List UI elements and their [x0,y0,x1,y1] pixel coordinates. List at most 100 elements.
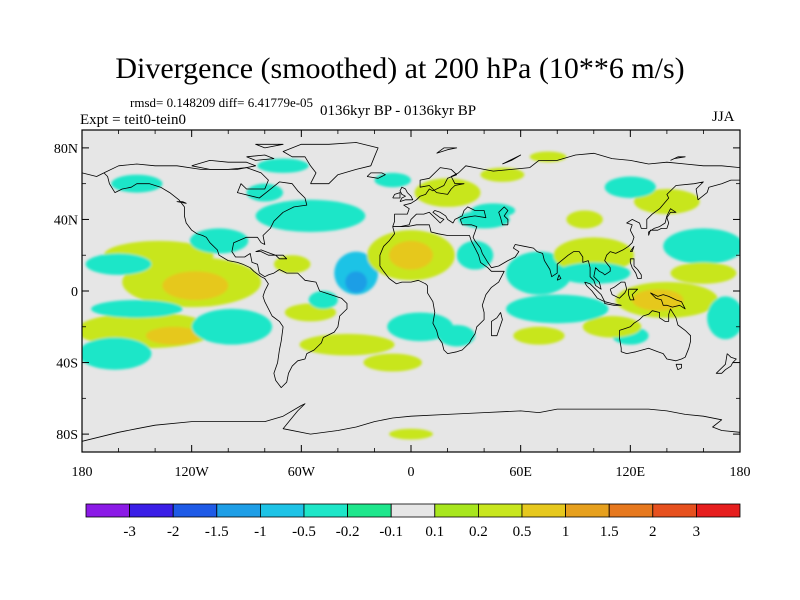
field-blob [82,337,152,370]
coastline [392,152,740,227]
coastline [629,245,635,252]
coastline [282,142,379,185]
coastline [176,201,187,204]
colorbar-label: 0.1 [425,524,444,540]
x-tick-label: 0 [408,465,415,480]
colorbar-label: -0.2 [336,524,360,540]
field-blob [633,189,700,215]
colorbar-label: 1.5 [600,524,619,540]
colorbar-label: -0.1 [379,524,403,540]
stats-line: rmsd= 0.148209 diff= 6.41779e-05 [130,95,314,110]
field-blob [456,240,494,270]
colorbar: -3 -2 -1.5 -1 -0.5 -0.2 -0.1 0.1 0.2 0.5 1 1.5 2 3 [85,503,741,540]
season-label: JJA [712,109,735,125]
field-blob [566,210,603,229]
field-blob [363,353,422,372]
coastline [255,143,284,149]
field-blob [191,308,273,345]
y-axis: 80N 40N 0 40S 80S [54,142,740,443]
colorbar-swatch [521,503,566,518]
field-blob [162,271,229,300]
colorbar-swatch [259,503,305,518]
colorbar-label: 0.5 [513,524,532,540]
coastline [498,206,509,226]
coastline [715,353,737,374]
colorbar-swatch [303,503,348,518]
y-tick-label: 80S [56,428,78,443]
coastline [436,147,458,154]
coastline [675,363,682,371]
x-tick-label: 120W [175,465,210,480]
colorbar-swatch [129,503,174,518]
coastline [670,156,686,161]
field-blob [389,428,433,440]
field-blob [506,251,572,295]
field-blob [389,240,433,270]
colorbar-label: 3 [693,524,701,540]
colorbar-label: 1 [562,524,570,540]
colorbar-swatch [608,503,654,518]
y-tick-label: 0 [71,285,78,300]
colorbar-label: -3 [123,524,136,540]
coastline [275,254,288,260]
coastline [399,186,414,202]
x-tick-label: 180 [72,465,93,480]
coastline [650,292,686,310]
x-tick-label: 120E [616,465,646,480]
coastline [103,163,348,388]
coastline [629,258,642,279]
coastline [82,403,740,442]
field-blob [85,253,152,275]
field-blob [557,262,631,284]
field-blob [257,158,309,173]
field-blob [246,183,284,202]
coastline [246,154,275,161]
coastline [628,288,638,301]
field-blob [345,271,368,293]
coastline [392,179,740,290]
colorbar-label: 2 [649,524,657,540]
colorbar-swatch [652,503,697,518]
coastline [392,192,401,199]
colorbar-swatch [565,503,610,518]
colorbar-label: -0.5 [292,524,316,540]
colorbar-label: -1 [254,524,267,540]
field-blob [670,262,737,284]
field-blob [707,296,740,340]
field-blob [374,172,411,188]
y-tick-label: 40N [54,213,78,228]
x-tick-label: 180 [730,465,751,480]
coastlines [82,142,740,442]
coastline [491,312,503,337]
coastline [366,172,386,179]
field-blob [273,255,311,274]
map-title: Divergence (smoothed) at 200 hPa (10**6 … [115,52,685,85]
colorbar-label: -1.5 [205,524,229,540]
field-blob [387,312,454,342]
map-plot-area [82,130,740,452]
field-blob [663,228,740,265]
field-blob [299,333,395,356]
colorbar-swatch [216,503,261,518]
field-blob [582,316,642,338]
field-blob [438,324,475,347]
field-blob [91,299,183,318]
coastline [191,160,256,170]
coastline [648,208,677,236]
y-tick-label: 40S [56,357,78,372]
field-blob [414,178,481,207]
field-blob [506,294,609,324]
colorbar-swatch [347,503,392,518]
colorbar-swatch [477,503,523,518]
field-blob [145,326,201,345]
colorbar-swatch [172,503,218,518]
coastline [556,274,562,281]
colorbar-label: 0.2 [469,524,488,540]
field-blob [513,326,565,345]
coastline [502,154,522,165]
experiment-label: Expt = teit0-tein0 [80,112,186,128]
field-blob [189,228,249,254]
coastline [82,172,105,177]
colorbar-swatch [390,503,436,518]
